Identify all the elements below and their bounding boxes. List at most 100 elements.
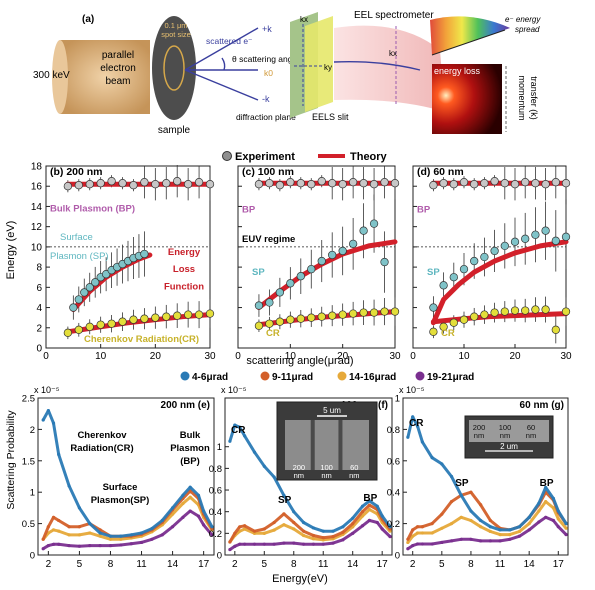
experiment-point-bp [459,178,469,187]
spectrum-point-0 [311,526,316,530]
spectrum-point-2 [556,517,560,521]
spectrum-point-3 [181,515,185,519]
x-tick-label: 20 [150,351,162,362]
spot-ring [163,45,185,91]
spectrum-point-2 [564,526,568,530]
experiment-point-bp [183,180,193,189]
spectrum-point-3 [243,542,247,546]
spectrum-point-1 [351,522,355,526]
spectrum-point-2 [282,523,286,527]
experiment-point-cr [500,307,509,316]
experiment-point-cr [317,312,326,321]
spectrum-point-0 [233,423,237,427]
legend-experiment-marker [222,151,232,161]
spectrum-point-3 [430,542,434,546]
spectrum-point-3 [360,524,365,528]
experiment-point-cr [521,306,530,315]
theta-label: θ scattering angle [232,54,299,64]
experiment-point-cr [296,314,305,323]
spectrum-point-2 [262,531,266,535]
sem-unit-label-2: nm [349,471,359,480]
legend-marker-3 [415,371,425,381]
cr-annotation-line1: Cherenkov [77,430,127,441]
kx-right-label: kx [389,49,397,58]
beam-label-line3: beam [105,76,130,87]
spectrum-point-0 [262,464,266,468]
x-tick-label: 14 [167,559,179,570]
beam-end [52,40,68,114]
spectrum-point-0 [564,522,568,526]
experiment-point-bp [480,179,489,188]
experiment-point-sp [429,303,438,312]
experiment-point-sp [521,234,530,243]
sem-trench-0 [310,420,315,470]
spectrum-point-0 [188,485,192,489]
spectrum-point-3 [119,543,123,547]
y-scale-label: x 10⁻⁵ [221,385,247,395]
experiment-point-sp [69,303,78,312]
spectrum-point-1 [57,518,61,523]
x-tick-label: 17 [553,559,565,570]
experiment-point-bp [162,179,171,188]
spectrum-point-0 [380,514,384,518]
spectra-panel-label: 60 nm (g) [520,400,564,411]
experiment-point-sp [286,279,295,288]
spectrum-point-0 [252,450,257,454]
experiment-point-cr [254,321,264,330]
energy-loss-image [432,64,502,134]
spectrum-point-3 [272,542,276,546]
spectrum-point-0 [228,439,232,443]
cr-annotation: Cherenkov Radiation(CR) [84,334,199,345]
energy-spread-line [431,29,506,56]
experiment-point-bp [194,178,204,187]
y-tick-label: 2 [36,323,42,334]
spectrum-point-1 [252,529,257,533]
experiment-point-cr [151,313,160,322]
experiment-point-sp [307,264,316,274]
eels-slit [305,16,333,112]
experiment-point-sp [480,252,489,262]
spectrum-point-0 [292,510,296,514]
experiment-point-cr [470,312,479,321]
spectrum-point-3 [202,523,206,527]
beam-energy-label: 300 keV [33,70,70,81]
y-tick-label: 10 [31,242,43,253]
spectra-panel-2: 2 5 8 11 14 17 0 0.2 0.4 0.6 0.8 1x 10⁻⁵ 60 nm (g) CR… [387,385,569,570]
spectrum-point-0 [272,475,276,479]
experiment-point-cr [307,313,316,322]
spectrum-point-0 [139,531,144,535]
dispersion-ylabel: Energy (eV) [5,221,17,280]
experiment-point-sp [74,295,83,304]
legend-label-0: 4-6μrad [192,372,228,383]
legend-marker-0 [180,371,190,381]
experiment-point-cr [541,305,550,314]
experiment-point-cr [129,315,138,324]
experiment-point-bp [275,181,285,190]
experiment-point-sp [338,246,347,256]
spectrum-point-3 [282,541,286,545]
spectrum-point-2 [411,534,415,538]
ky-label: ky [324,63,332,72]
spectrum-point-2 [301,533,306,538]
cr-annotation: CR [441,328,455,339]
experiment-point-bp [439,179,448,188]
spectrum-point-0 [517,525,522,529]
cr-annotation: CR [231,425,246,436]
spectrum-curve-0 [406,415,568,532]
schematic-panel: (a) 300 keV parallel electron beam 0.1 μ… [33,10,541,136]
experiment-point-sp [500,241,509,251]
y-tick-label: 0 [395,551,400,562]
spectrum-point-3 [233,544,237,548]
cr-annotation: CR [266,328,280,339]
spectrum-curve-2 [406,500,568,544]
spectrum-point-2 [406,540,410,545]
spectrum-point-0 [196,493,201,497]
experiment-point-bp [317,177,326,186]
spectrum-point-3 [46,543,50,548]
spectrum-point-2 [469,518,473,523]
spectrum-point-3 [420,542,425,546]
spectrum-point-3 [88,543,92,548]
spectrum-point-3 [498,539,502,543]
experiment-point-sp [541,226,550,235]
